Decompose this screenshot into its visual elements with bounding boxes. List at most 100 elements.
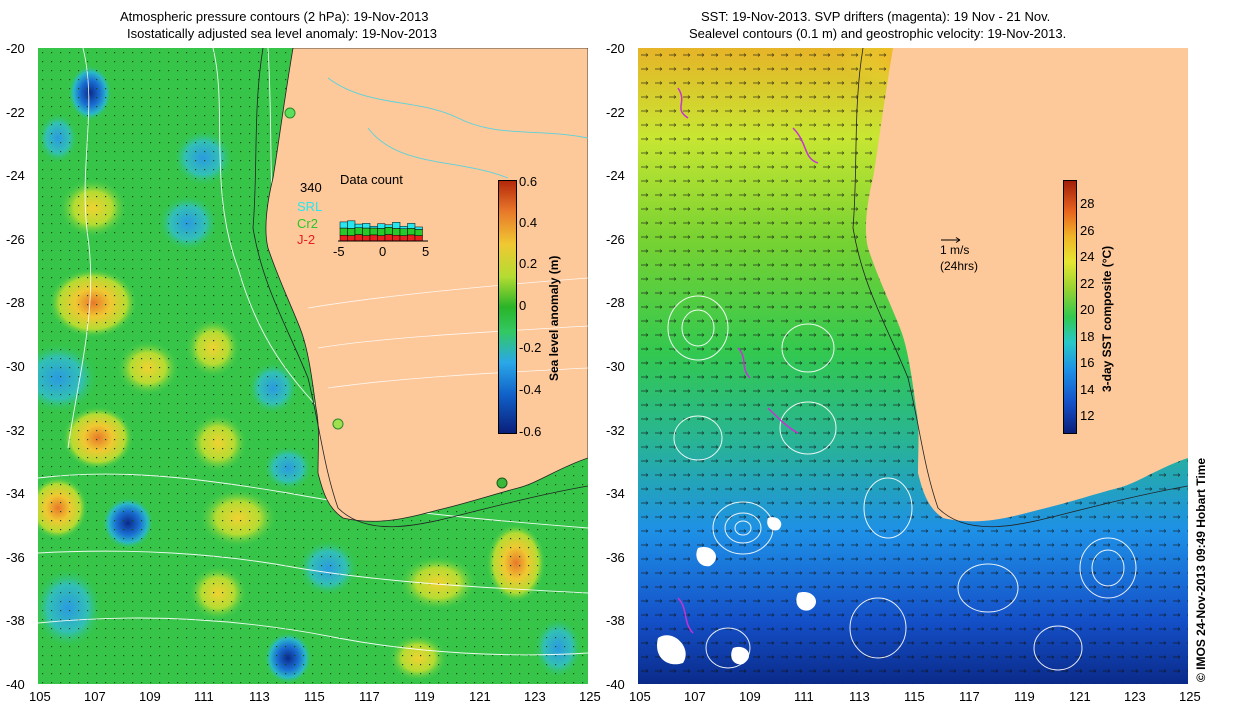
lon-tick-10: 125 (1179, 689, 1201, 704)
data-count-bar-cr2-9 (407, 228, 416, 236)
data-count-bar-srl-7 (392, 222, 401, 229)
data-count-bar-j2-7 (392, 234, 401, 242)
sst-tick-1: 26 (1080, 223, 1095, 238)
lon-tick-3: 111 (794, 689, 814, 704)
legend-cr2: Cr2 (297, 216, 318, 231)
sla-tick-3: 0 (519, 298, 527, 313)
lat-tick-1: -22 (6, 104, 25, 120)
lat-tick-4: -28 (606, 295, 625, 311)
lat-tick-3: -26 (606, 231, 625, 247)
lon-tick-7: 119 (1014, 689, 1035, 704)
data-count-bar-j2-1 (347, 235, 356, 242)
lon-tick-9: 123 (524, 689, 546, 704)
lon-tick-0: 105 (629, 689, 651, 704)
data-count-bar-cr2-1 (347, 228, 356, 236)
lat-tick-3: -26 (6, 231, 25, 247)
lat-tick-9: -38 (606, 613, 625, 629)
data-count-xtick-0: -5 (333, 244, 345, 259)
lat-tick-5: -30 (606, 359, 625, 374)
data-count-bar-cr2-4 (369, 227, 378, 236)
lat-tick-7: -34 (6, 486, 25, 502)
sst-colorbar-label: 3-day SST composite (°C) (1100, 245, 1114, 392)
data-count-bar-j2-10 (414, 235, 423, 242)
data-count-bar-j2-8 (399, 235, 408, 242)
data-count-bar-srl-10 (414, 226, 423, 230)
data-count-bar-srl-5 (377, 223, 386, 229)
lon-tick-4: 113 (849, 689, 870, 704)
lat-tick-6: -32 (6, 422, 25, 438)
lon-tick-1: 107 (84, 689, 106, 704)
sla-colorbar-label: Sea level anomaly (m) (547, 255, 561, 381)
data-count-xtick-1: 0 (379, 244, 387, 259)
data-count-bar-srl-3 (362, 223, 371, 229)
lat-tick-0: -20 (6, 41, 25, 56)
data-count-bar-j2-4 (369, 234, 378, 242)
right-title-line1: SST: 19-Nov-2013. SVP drifters (magenta)… (701, 9, 1051, 24)
data-count-max-label: 340 (300, 180, 322, 195)
lon-tick-10: 125 (579, 689, 601, 704)
lat-tick-2: -24 (6, 168, 25, 184)
copyright-credit: © IMOS 24-Nov-2013 09:49 Hobart Time (1194, 457, 1208, 682)
lat-tick-0: -20 (606, 41, 625, 56)
data-count-chart (338, 220, 428, 242)
lon-tick-2: 109 (739, 689, 761, 704)
data-count-bar-srl-0 (339, 221, 348, 229)
data-count-bar-cr2-0 (339, 227, 348, 236)
sea-level-colorbar (498, 180, 517, 434)
sla-tick-4: -0.2 (519, 340, 542, 355)
sla-tick-5: -0.4 (519, 382, 542, 397)
sst-tick-8: 12 (1080, 408, 1095, 423)
sla-tick-1: 0.4 (519, 215, 538, 230)
lat-tick-1: -22 (606, 104, 625, 120)
lon-tick-6: 117 (959, 689, 980, 704)
lon-tick-3: 111 (194, 689, 214, 704)
sla-tick-0: 0.6 (519, 174, 538, 189)
lat-tick-9: -38 (6, 613, 25, 629)
data-count-bar-cr2-10 (414, 229, 423, 236)
sla-tick-6: -0.6 (519, 424, 542, 439)
left-title-line2: Isostatically adjusted sea level anomaly… (127, 26, 438, 41)
lat-tick-2: -24 (606, 168, 625, 184)
data-count-bar-srl-2 (354, 223, 363, 228)
data-count-bar-cr2-6 (384, 227, 393, 235)
data-count-bar-srl-9 (407, 223, 416, 229)
sea-level-anomaly-map (38, 48, 588, 684)
data-count-bar-cr2-7 (392, 228, 401, 236)
lon-tick-7: 119 (414, 689, 435, 704)
data-count-xtick-2: 5 (422, 244, 430, 259)
data-count-bar-j2-0 (339, 234, 348, 242)
australia-land-sst (865, 48, 1188, 522)
data-count-bar-j2-3 (362, 235, 371, 242)
lon-tick-5: 115 (304, 689, 325, 704)
data-count-bar-cr2-3 (362, 227, 371, 236)
lon-tick-9: 123 (1124, 689, 1146, 704)
data-count-bar-j2-9 (407, 234, 416, 242)
sla-tick-2: 0.2 (519, 256, 538, 271)
data-count-bar-cr2-8 (399, 228, 408, 236)
data-count-bar-j2-5 (377, 235, 386, 242)
lat-tick-8: -36 (606, 549, 625, 565)
data-count-bar-srl-4 (369, 225, 378, 229)
data-count-bar-srl-1 (347, 220, 356, 229)
sst-colorbar (1063, 180, 1077, 434)
scale-arrow-sublabel: (24hrs) (940, 259, 979, 273)
lat-tick-6: -32 (606, 422, 625, 438)
lat-tick-8: -36 (6, 549, 25, 565)
sst-map (638, 48, 1188, 684)
lon-tick-5: 115 (904, 689, 925, 704)
data-count-bar-srl-6 (384, 224, 393, 228)
sst-tick-6: 16 (1080, 355, 1095, 370)
sst-tick-0: 28 (1080, 196, 1095, 211)
lat-tick-5: -30 (6, 359, 25, 374)
lat-tick-7: -34 (606, 486, 625, 502)
lon-tick-0: 105 (29, 689, 51, 704)
data-count-title: Data count (340, 172, 403, 187)
lon-tick-8: 121 (1069, 689, 1091, 704)
data-count-bar-srl-8 (399, 225, 408, 230)
sst-tick-7: 14 (1080, 382, 1095, 397)
lon-tick-2: 109 (139, 689, 161, 704)
lon-tick-1: 107 (684, 689, 706, 704)
lon-tick-6: 117 (359, 689, 380, 704)
left-map-panel (38, 48, 588, 684)
lon-tick-4: 113 (249, 689, 270, 704)
